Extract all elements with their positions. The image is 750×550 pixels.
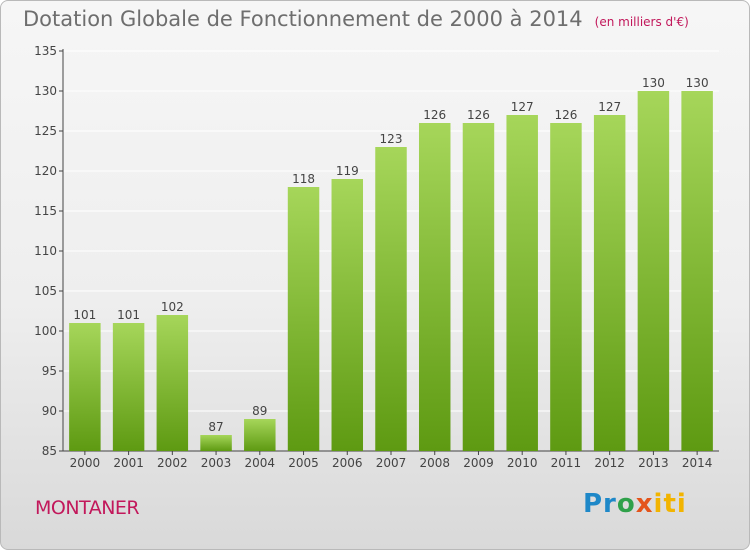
y-tick-label: 120 [34, 164, 57, 178]
x-tick-label-2000: 2000 [70, 456, 101, 470]
y-tick-label: 105 [34, 284, 57, 298]
bar-2010 [506, 115, 538, 451]
x-tick-label-2004: 2004 [245, 456, 276, 470]
y-tick-label: 90 [42, 404, 57, 418]
x-tick-label-2014: 2014 [682, 456, 713, 470]
data-label-2007: 123 [380, 132, 403, 146]
data-label-2002: 102 [161, 300, 184, 314]
bar-2004 [244, 419, 276, 451]
bar-2005 [287, 187, 320, 451]
x-tick-label-2007: 2007 [376, 456, 407, 470]
data-label-2010: 127 [511, 100, 534, 114]
bar-2001 [112, 323, 145, 451]
bar-2007 [375, 147, 407, 451]
x-tick-label-2013: 2013 [638, 456, 669, 470]
data-labels: 101 101 102 87 89 118 119 123 126 126 127 126 127 130… [73, 76, 708, 434]
x-tick-label-2002: 2002 [157, 456, 188, 470]
bar-2012 [593, 115, 626, 451]
chart-title-text: Dotation Globale de Fonctionnement de 20… [23, 7, 583, 31]
y-tick-label: 95 [42, 364, 57, 378]
x-tick-label-2012: 2012 [594, 456, 625, 470]
data-label-2009: 126 [467, 108, 490, 122]
data-label-2000: 101 [73, 308, 96, 322]
place-name: MONTANER [35, 497, 140, 519]
x-tick-label-2006: 2006 [332, 456, 363, 470]
bar-2013 [637, 91, 670, 451]
data-label-2006: 119 [336, 164, 359, 178]
data-label-2011: 126 [554, 108, 577, 122]
y-tick-label: 100 [34, 324, 57, 338]
x-tick-label-2008: 2008 [419, 456, 450, 470]
y-tick-label: 115 [34, 204, 57, 218]
bar-2002 [156, 315, 189, 451]
bar-2011 [550, 123, 582, 451]
bar-2000 [69, 323, 101, 451]
y-tick-label: 110 [34, 244, 57, 258]
x-tick-label-2009: 2009 [463, 456, 494, 470]
data-label-2003: 87 [208, 420, 223, 434]
bars [69, 91, 713, 451]
bar-2009 [462, 123, 495, 451]
y-tick-label: 125 [34, 124, 57, 138]
data-label-2005: 118 [292, 172, 315, 186]
data-label-2001: 101 [117, 308, 140, 322]
chart-subtitle: (en milliers d'€) [594, 15, 689, 29]
chart-title: Dotation Globale de Fonctionnement de 20… [23, 7, 689, 31]
y-tick-label: 85 [42, 444, 57, 458]
bar-2014 [681, 91, 713, 451]
proxiti-logo: Proxiti [583, 489, 687, 519]
x-tick-label-2003: 2003 [201, 456, 232, 470]
x-tick-label-2001: 2001 [113, 456, 144, 470]
data-label-2014: 130 [686, 76, 709, 90]
bar-2008 [418, 123, 451, 451]
y-tick-label: 135 [34, 44, 57, 58]
x-tick-label-2011: 2011 [551, 456, 582, 470]
data-label-2008: 126 [423, 108, 446, 122]
bar-2006 [331, 179, 364, 451]
data-label-2012: 127 [598, 100, 621, 114]
bar-2003 [200, 435, 232, 451]
data-label-2004: 89 [252, 404, 267, 418]
data-label-2013: 130 [642, 76, 665, 90]
x-tick-label-2010: 2010 [507, 456, 538, 470]
y-tick-label: 130 [34, 84, 57, 98]
x-tick-label-2005: 2005 [288, 456, 319, 470]
